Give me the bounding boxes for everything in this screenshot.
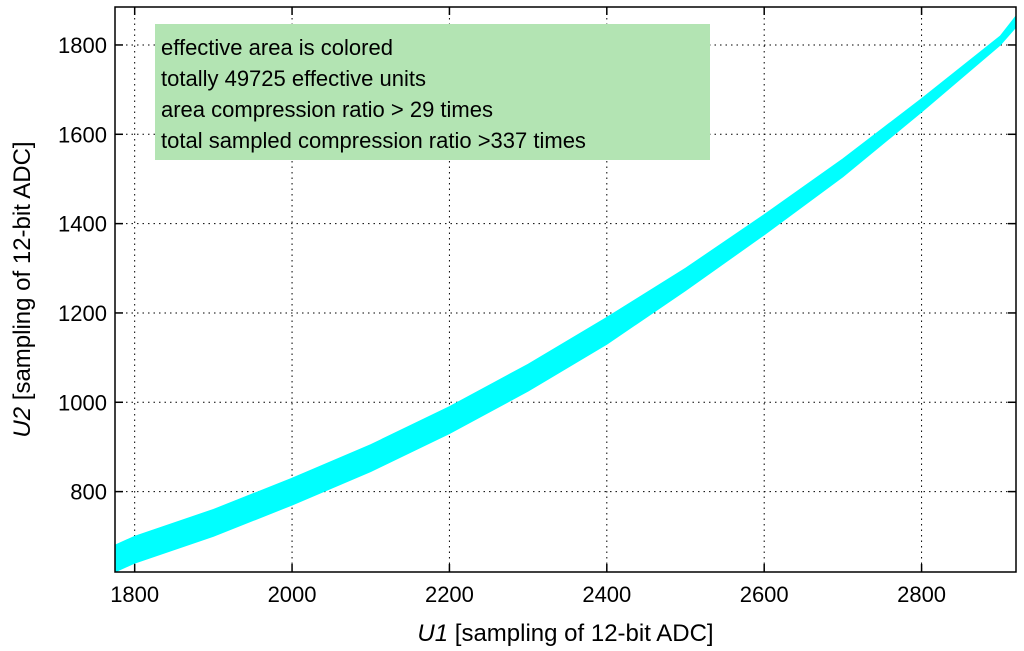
y-tick-label: 800 xyxy=(70,480,107,505)
x-tick-label: 2400 xyxy=(582,582,631,607)
x-axis-label-var: U1 xyxy=(417,620,448,647)
x-tick-label: 2800 xyxy=(897,582,946,607)
y-tick-label: 1400 xyxy=(58,212,107,237)
annotation-line: total sampled compression ratio >337 tim… xyxy=(161,128,586,153)
y-tick-label: 1800 xyxy=(58,33,107,58)
annotation-line: effective area is colored xyxy=(161,35,393,60)
y-axis-label-var: U2 xyxy=(9,407,36,438)
y-tick-label: 1000 xyxy=(58,390,107,415)
x-tick-label: 2000 xyxy=(268,582,317,607)
x-axis-label: U1 [sampling of 12-bit ADC] xyxy=(417,620,713,647)
y-axis-label-rest: [sampling of 12-bit ADC] xyxy=(9,141,36,406)
x-tick-label: 2200 xyxy=(425,582,474,607)
x-tick-label: 2600 xyxy=(740,582,789,607)
annotation-line: area compression ratio > 29 times xyxy=(161,97,493,122)
x-tick-label: 1800 xyxy=(110,582,159,607)
annotation-box: effective area is colored totally 49725 e… xyxy=(155,24,710,160)
y-axis-label: U2 [sampling of 12-bit ADC] xyxy=(9,141,36,437)
ticks: 1800 2000 2200 2400 2600 2800 800 1000 1200 1400 1… xyxy=(58,7,1016,607)
annotation-background xyxy=(155,24,710,160)
plot-frame xyxy=(114,6,1017,573)
y-tick-label: 1600 xyxy=(58,122,107,147)
y-tick-label: 1200 xyxy=(58,301,107,326)
x-axis-label-rest: [sampling of 12-bit ADC] xyxy=(448,620,713,647)
annotation-line: totally 49725 effective units xyxy=(161,66,426,91)
